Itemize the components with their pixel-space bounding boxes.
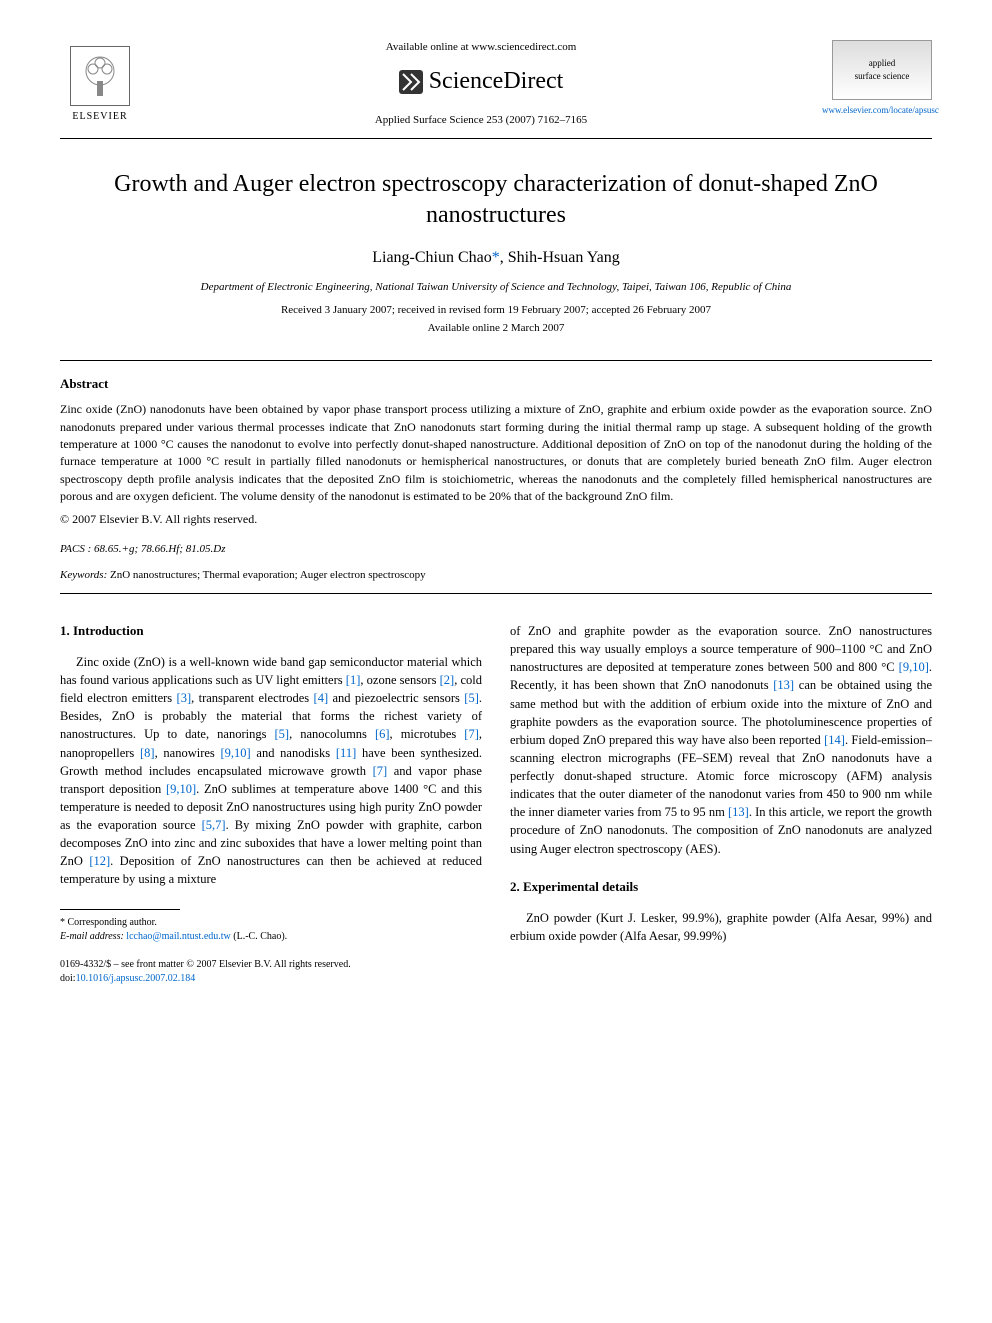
divider-top — [60, 138, 932, 139]
footnote-corresponding: * Corresponding author. — [60, 916, 482, 930]
cite-link[interactable]: [5] — [275, 727, 290, 741]
cite-link[interactable]: [7] — [464, 727, 479, 741]
keywords-label: Keywords: — [60, 569, 107, 581]
intro-paragraph: Zinc oxide (ZnO) is a well-known wide ba… — [60, 653, 482, 889]
cite-link[interactable]: [9,10] — [221, 746, 251, 760]
available-online-text: Available online at www.sciencedirect.co… — [140, 40, 822, 55]
doi-line: doi:10.1016/j.apsusc.2007.02.184 — [60, 972, 482, 986]
text-run: and piezoelectric sensors — [328, 691, 464, 705]
divider-abstract-top — [60, 360, 932, 361]
cite-link[interactable]: [5,7] — [202, 818, 226, 832]
elsevier-tree-icon — [70, 46, 130, 106]
abstract-body: Zinc oxide (ZnO) nanodonuts have been ob… — [60, 402, 932, 503]
section-2-heading: 2. Experimental details — [510, 878, 932, 897]
divider-abstract-bottom — [60, 593, 932, 594]
cite-link[interactable]: [14] — [824, 733, 845, 747]
text-run: , ozone sensors — [360, 673, 439, 687]
keywords-text: ZnO nanostructures; Thermal evaporation;… — [107, 569, 425, 581]
dates-received: Received 3 January 2007; received in rev… — [60, 303, 932, 318]
text-run: of ZnO and graphite powder as the evapor… — [510, 624, 932, 674]
text-run: . Deposition of ZnO nanostructures can t… — [60, 854, 482, 886]
text-run: , nanocolumns — [289, 727, 375, 741]
cite-link[interactable]: [1] — [346, 673, 361, 687]
sciencedirect-text: ScienceDirect — [429, 65, 564, 99]
footnote-email: E-mail address: lcchao@mail.ntust.edu.tw… — [60, 930, 482, 944]
text-run: , nanowires — [155, 746, 221, 760]
text-run: , transparent electrodes — [191, 691, 313, 705]
body-columns: 1. Introduction Zinc oxide (ZnO) is a we… — [60, 622, 932, 985]
cite-link[interactable]: [8] — [140, 746, 155, 760]
cite-link[interactable]: [13] — [728, 805, 749, 819]
journal-name-1: applied — [869, 57, 896, 70]
abstract-text: Zinc oxide (ZnO) nanodonuts have been ob… — [60, 401, 932, 505]
doi-block: 0169-4332/$ – see front matter © 2007 El… — [60, 958, 482, 986]
email-label: E-mail address: — [60, 931, 124, 942]
cite-link[interactable]: [9,10] — [899, 660, 929, 674]
column-right: of ZnO and graphite powder as the evapor… — [510, 622, 932, 985]
cite-link[interactable]: [3] — [177, 691, 192, 705]
text-run: , microtubes — [390, 727, 465, 741]
cite-link[interactable]: [13] — [773, 678, 794, 692]
front-matter: 0169-4332/$ – see front matter © 2007 El… — [60, 958, 482, 972]
footnote-separator — [60, 909, 180, 910]
cite-link[interactable]: [9,10] — [166, 782, 196, 796]
elsevier-logo: ELSEVIER — [60, 40, 140, 130]
corresponding-mark: * — [492, 249, 500, 266]
dates-online: Available online 2 March 2007 — [60, 321, 932, 336]
text-run: and nanodisks — [251, 746, 336, 760]
center-header: Available online at www.sciencedirect.co… — [140, 40, 822, 128]
cite-link[interactable]: [4] — [314, 691, 329, 705]
header-row: ELSEVIER Available online at www.science… — [60, 40, 932, 130]
copyright: © 2007 Elsevier B.V. All rights reserved… — [60, 511, 932, 528]
abstract-heading: Abstract — [60, 375, 932, 393]
sciencedirect-icon — [399, 70, 423, 94]
cite-link[interactable]: [2] — [440, 673, 455, 687]
affiliation: Department of Electronic Engineering, Na… — [60, 280, 932, 295]
experimental-paragraph: ZnO powder (Kurt J. Lesker, 99.9%), grap… — [510, 909, 932, 945]
pacs-label: PACS : — [60, 543, 91, 555]
author-1: Liang-Chiun Chao — [372, 249, 492, 266]
journal-url[interactable]: www.elsevier.com/locate/apsusc — [822, 104, 932, 117]
cite-link[interactable]: [7] — [373, 764, 388, 778]
keywords-line: Keywords: ZnO nanostructures; Thermal ev… — [60, 568, 932, 583]
journal-cover-icon: applied surface science — [832, 40, 932, 100]
authors: Liang-Chiun Chao*, Shih-Hsuan Yang — [60, 247, 932, 269]
doi-label: doi: — [60, 973, 76, 984]
pacs-line: PACS : 68.65.+g; 78.66.Hf; 81.05.Dz — [60, 542, 932, 557]
journal-name-2: surface science — [855, 70, 910, 83]
intro-paragraph-cont: of ZnO and graphite powder as the evapor… — [510, 622, 932, 858]
elsevier-label: ELSEVIER — [72, 110, 127, 124]
email-suffix: (L.-C. Chao). — [231, 931, 287, 942]
column-left: 1. Introduction Zinc oxide (ZnO) is a we… — [60, 622, 482, 985]
pacs-codes: 68.65.+g; 78.66.Hf; 81.05.Dz — [91, 543, 225, 555]
journal-box: applied surface science www.elsevier.com… — [822, 40, 932, 117]
section-1-heading: 1. Introduction — [60, 622, 482, 641]
doi-link[interactable]: 10.1016/j.apsusc.2007.02.184 — [76, 973, 196, 984]
email-link[interactable]: lcchao@mail.ntust.edu.tw — [124, 931, 231, 942]
cite-link[interactable]: [5] — [464, 691, 479, 705]
cite-link[interactable]: [6] — [375, 727, 390, 741]
sciencedirect-brand: ScienceDirect — [140, 65, 822, 99]
author-2: , Shih-Hsuan Yang — [500, 249, 620, 266]
article-title: Growth and Auger electron spectroscopy c… — [60, 169, 932, 231]
cite-link[interactable]: [12] — [89, 854, 110, 868]
citation-text: Applied Surface Science 253 (2007) 7162–… — [140, 113, 822, 128]
cite-link[interactable]: [11] — [336, 746, 356, 760]
